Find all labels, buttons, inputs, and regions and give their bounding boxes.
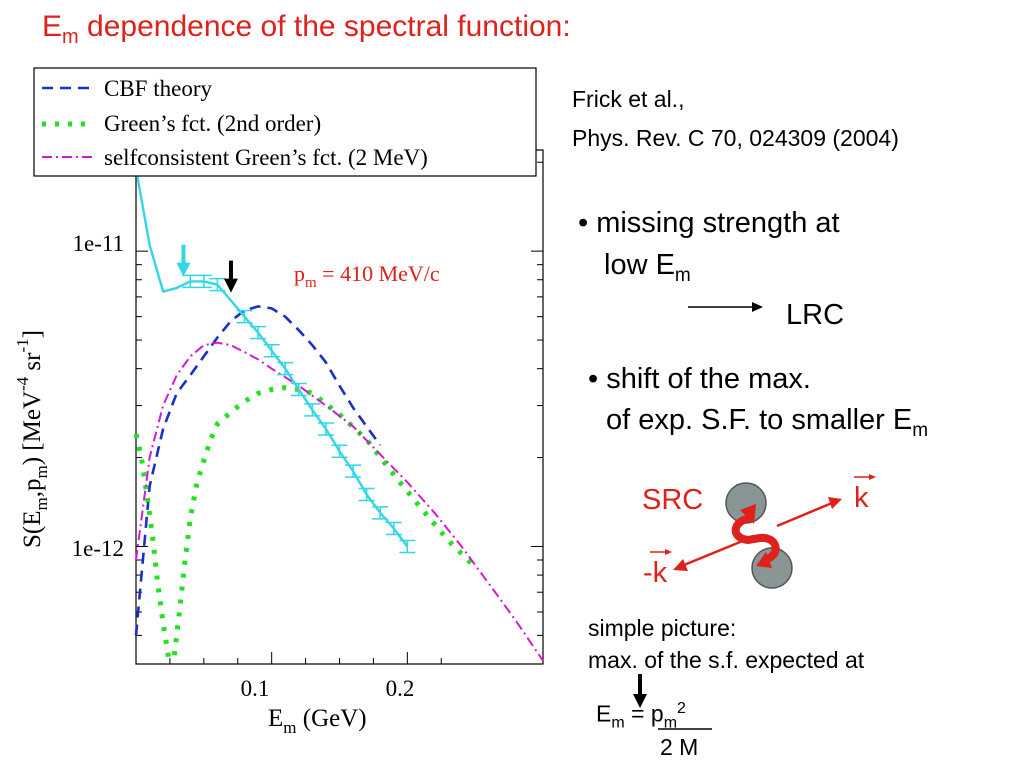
lrc-arrow-head	[752, 302, 763, 312]
series-line-cbf-theory	[134, 305, 382, 636]
xtick-label-0.1: 0.1	[241, 676, 270, 701]
simple-picture-line2: max. of the s.f. expected at	[588, 647, 865, 673]
bullet-missing-strength: • missing strength at	[578, 207, 840, 239]
xtick-label-0.2: 0.2	[386, 676, 415, 701]
pm-annotation: pm = 410 MeV/c	[294, 261, 440, 291]
x-axis-label: Em (GeV)	[268, 705, 367, 737]
legend-label-greens: Green’s fct. (2nd order)	[104, 111, 321, 136]
bullet-missing-strength-line2: low Em	[604, 249, 691, 286]
legend: CBF theory Green’s fct. (2nd order) self…	[33, 67, 537, 177]
formula-arrow-head	[633, 694, 647, 708]
formula-denominator: 2 M	[660, 734, 699, 760]
y-axis-label: S(Em,pm) [MeV-4 sr-1]	[13, 330, 51, 548]
momentum-arrow-k	[776, 501, 833, 528]
legend-box	[33, 67, 537, 177]
bullet-shift-max-line2: of exp. S.F. to smaller Em	[606, 404, 929, 441]
k-label: k	[854, 482, 869, 514]
ytick-label-1e-11: 1e-11	[72, 231, 124, 256]
plot-frame	[135, 149, 544, 665]
src-label: SRC	[642, 484, 704, 516]
simple-picture-line1: simple picture:	[588, 615, 737, 641]
momentum-arrow-minus-k	[683, 538, 746, 567]
legend-label-cbf: CBF theory	[104, 76, 212, 101]
reference-authors: Frick et al.,	[572, 86, 685, 112]
legend-label-selfconsistent: selfconsistent Green’s fct. (2 MeV)	[104, 145, 428, 170]
series-line-green-s-fct-2nd-order	[133, 385, 477, 661]
lrc-label: LRC	[786, 299, 845, 331]
src-swirl-arrowhead-2	[756, 552, 772, 568]
slide-title: Em dependence of the spectral function:	[42, 10, 571, 48]
src-diagram	[650, 474, 876, 589]
reference-journal: Phys. Rev. C 70, 024309 (2004)	[572, 125, 899, 151]
marker-arrow-head-1	[223, 278, 238, 293]
momentum-arrow-minus-k-head	[673, 559, 688, 571]
minus-k-label: -k	[643, 557, 668, 589]
momentum-arrow-k-head	[828, 497, 842, 509]
ytick-label-1e-12: 1e-12	[72, 536, 124, 561]
bullet-shift-max: • shift of the max.	[588, 363, 811, 395]
src-swirl-arrowhead	[740, 504, 756, 524]
src-swirl-icon	[731, 514, 780, 564]
marker-arrow-head-0	[176, 262, 191, 277]
minus-k-vector-bar-head	[665, 549, 672, 555]
formula-numerator-line: Em = pm2	[596, 700, 686, 732]
k-vector-bar-head	[869, 474, 876, 480]
series-line-selfconsistent-green-s-fct-2-mev	[135, 341, 544, 662]
